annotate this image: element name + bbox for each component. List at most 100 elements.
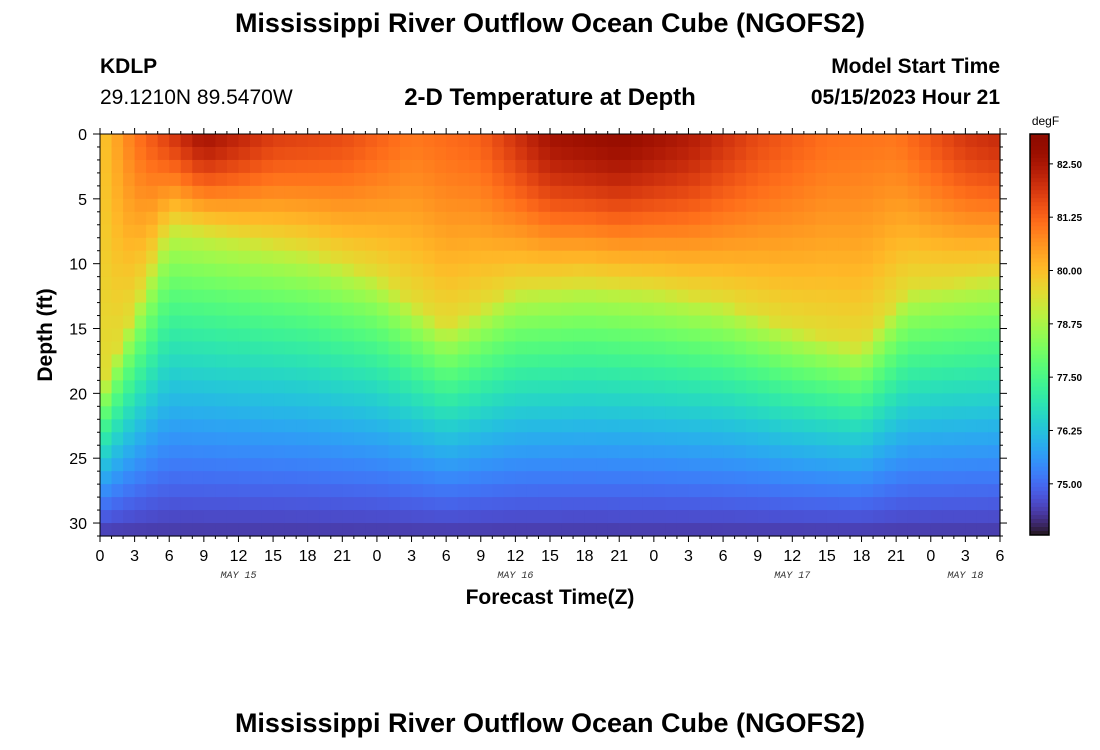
heatmap-cell xyxy=(976,263,990,278)
heatmap-cell xyxy=(296,484,309,498)
heatmap-cell xyxy=(342,432,355,446)
heatmap-cell xyxy=(423,146,436,161)
heatmap-cell xyxy=(330,432,343,446)
heatmap-cell xyxy=(792,289,805,304)
heatmap-cell xyxy=(538,134,551,148)
heatmap-cell xyxy=(273,406,286,420)
heatmap-cell xyxy=(480,172,493,187)
heatmap-cell xyxy=(330,523,343,537)
heatmap-cell xyxy=(850,302,863,317)
heatmap-cell xyxy=(596,146,609,161)
heatmap-cell xyxy=(850,393,863,407)
heatmap-cell xyxy=(146,380,159,394)
heatmap-cell xyxy=(919,523,932,537)
heatmap-cell xyxy=(446,497,459,511)
heatmap-cell xyxy=(769,289,782,304)
heatmap-cell xyxy=(146,224,159,239)
heatmap-cell xyxy=(573,523,586,537)
heatmap-cell xyxy=(330,458,343,472)
colorbar-segment xyxy=(1030,178,1049,183)
heatmap-cell xyxy=(930,328,943,343)
heatmap-cell xyxy=(561,302,574,317)
heatmap-cell xyxy=(261,289,274,304)
heatmap-cell xyxy=(550,471,563,485)
heatmap-cell xyxy=(550,432,563,446)
heatmap-cell xyxy=(896,172,909,187)
heatmap-cell xyxy=(826,315,840,330)
heatmap-cell xyxy=(319,341,332,356)
heatmap-cell xyxy=(215,289,228,304)
heatmap-cell xyxy=(538,289,551,304)
heatmap-cell xyxy=(700,263,713,278)
heatmap-cell xyxy=(353,134,366,148)
heatmap-cell xyxy=(861,445,874,459)
heatmap-cell xyxy=(388,302,401,317)
heatmap-cell xyxy=(411,471,424,485)
heatmap-cell xyxy=(226,159,240,174)
heatmap-cell xyxy=(157,380,170,394)
heatmap-cell xyxy=(630,134,643,148)
heatmap-cell xyxy=(157,146,170,161)
heatmap-cell xyxy=(307,185,320,200)
heatmap-cell xyxy=(780,289,793,304)
heatmap-cell xyxy=(457,497,470,511)
heatmap-cell xyxy=(815,484,828,498)
colorbar-segment xyxy=(1030,326,1049,331)
colorbar-segment xyxy=(1030,370,1049,376)
x-tick-label: 18 xyxy=(576,548,594,565)
heatmap-cell xyxy=(342,159,355,174)
heatmap-cell xyxy=(896,510,909,524)
heatmap-cell xyxy=(273,185,286,200)
heatmap-cell xyxy=(238,211,251,226)
heatmap-cell xyxy=(111,406,124,420)
colorbar-segment xyxy=(1030,334,1049,340)
heatmap-cell xyxy=(723,328,736,343)
heatmap-cell xyxy=(769,276,782,291)
heatmap-cell xyxy=(550,224,563,239)
heatmap-cell xyxy=(376,523,390,537)
heatmap-cell xyxy=(457,198,470,213)
heatmap-cell xyxy=(884,523,897,537)
heatmap-cell xyxy=(561,250,574,265)
heatmap-cell xyxy=(203,159,216,174)
heatmap-cell xyxy=(757,172,770,187)
heatmap-cell xyxy=(538,302,551,317)
heatmap-cell xyxy=(480,276,493,291)
heatmap-cell xyxy=(330,315,343,330)
heatmap-cell xyxy=(215,315,228,330)
heatmap-cell xyxy=(757,406,770,420)
heatmap-cell xyxy=(250,341,263,356)
heatmap-cell xyxy=(192,367,205,381)
heatmap-cell xyxy=(250,445,263,459)
heatmap-cell xyxy=(642,263,655,278)
heatmap-cell xyxy=(803,276,816,291)
heatmap-cell xyxy=(180,484,193,498)
heatmap-cell xyxy=(630,497,643,511)
heatmap-cell xyxy=(676,224,690,239)
heatmap-cell xyxy=(157,432,170,446)
heatmap-cell xyxy=(123,224,136,239)
heatmap-cell xyxy=(365,198,378,213)
heatmap-cell xyxy=(642,302,655,317)
heatmap-cell xyxy=(203,315,216,330)
heatmap-cell xyxy=(423,211,436,226)
heatmap-cell xyxy=(769,134,782,148)
heatmap-cell xyxy=(446,458,459,472)
heatmap-cell xyxy=(388,289,401,304)
heatmap-cell xyxy=(642,484,655,498)
colorbar-segment xyxy=(1030,418,1049,424)
heatmap-cell xyxy=(896,263,909,278)
heatmap-cell xyxy=(273,471,286,485)
heatmap-cell xyxy=(965,393,978,407)
heatmap-cell xyxy=(930,406,943,420)
heatmap-cell xyxy=(469,419,482,433)
heatmap-cell xyxy=(550,458,563,472)
heatmap-cell xyxy=(942,146,955,161)
heatmap-cell xyxy=(642,523,655,537)
heatmap-cell xyxy=(653,302,666,317)
heatmap-cell xyxy=(561,406,574,420)
heatmap-cell xyxy=(607,523,620,537)
heatmap-cell xyxy=(526,497,540,511)
heatmap-cell xyxy=(376,419,390,433)
heatmap-cell xyxy=(146,367,159,381)
